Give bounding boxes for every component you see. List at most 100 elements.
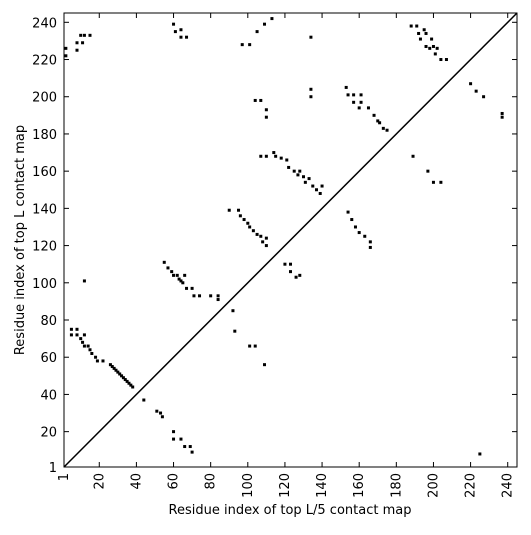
- y-tick-label: 140: [32, 202, 57, 217]
- y-tick-label: 200: [32, 91, 57, 106]
- y-tick-label: 60: [40, 351, 57, 366]
- contact-point: [183, 445, 187, 449]
- contact-point: [311, 184, 315, 188]
- contact-point: [264, 154, 268, 158]
- contact-point: [82, 333, 86, 337]
- contact-point: [209, 294, 213, 298]
- x-tick-label: 100: [241, 473, 256, 498]
- contact-point: [264, 244, 268, 248]
- contact-point: [294, 275, 298, 279]
- contact-point: [155, 409, 159, 413]
- contact-point: [368, 245, 372, 249]
- contact-point: [177, 277, 181, 281]
- contact-point: [183, 273, 187, 277]
- contact-point: [309, 35, 313, 39]
- contact-point: [172, 22, 176, 26]
- x-tick-label: 120: [278, 473, 293, 498]
- contact-point: [253, 344, 257, 348]
- contact-point: [279, 156, 283, 160]
- contact-point: [237, 208, 241, 212]
- contact-point: [188, 445, 192, 449]
- contact-point: [185, 35, 189, 39]
- contact-point: [411, 154, 415, 158]
- contact-point: [75, 327, 79, 331]
- contact-point: [409, 24, 413, 28]
- contact-point: [264, 236, 268, 240]
- x-tick-label: 20: [92, 473, 107, 490]
- y-tick-label: 40: [40, 388, 57, 403]
- contact-point: [112, 366, 116, 370]
- x-tick-label: 180: [389, 473, 404, 498]
- contact-point: [314, 188, 318, 192]
- contact-point: [372, 113, 376, 117]
- contact-point: [246, 221, 250, 225]
- y-tick-label: 180: [32, 128, 57, 143]
- contact-point: [179, 279, 183, 283]
- contact-point: [166, 266, 170, 270]
- contact-point: [263, 363, 267, 367]
- contact-point: [259, 154, 263, 158]
- contact-point: [376, 119, 380, 123]
- contact-point: [82, 344, 86, 348]
- x-tick-label: 160: [352, 473, 367, 498]
- contact-point: [242, 218, 246, 222]
- contact-point: [428, 46, 432, 50]
- contact-point: [238, 214, 242, 218]
- contact-point: [303, 180, 307, 184]
- contact-point: [86, 344, 90, 348]
- contact-point: [352, 93, 356, 97]
- contact-point: [251, 229, 255, 233]
- y-tick-label: 120: [32, 240, 57, 255]
- contact-point: [233, 329, 237, 333]
- x-tick-label: 1: [57, 473, 72, 481]
- contact-point: [125, 379, 129, 383]
- contact-point: [94, 355, 98, 359]
- contact-point: [64, 54, 68, 58]
- contact-point: [309, 95, 313, 99]
- contact-point: [296, 173, 300, 177]
- contact-point: [285, 158, 289, 162]
- contact-point: [110, 365, 114, 369]
- contact-point: [368, 240, 372, 244]
- contact-point: [469, 82, 473, 86]
- contact-point: [190, 286, 194, 290]
- contact-point: [298, 273, 302, 277]
- contact-point: [160, 415, 164, 419]
- contact-point: [121, 376, 125, 380]
- contact-point: [433, 52, 437, 56]
- contact-point: [357, 231, 361, 235]
- contact-point: [172, 273, 176, 277]
- contact-point: [179, 28, 183, 32]
- contact-point: [385, 128, 389, 132]
- contact-point: [287, 165, 291, 169]
- contact-point: [172, 430, 176, 434]
- contact-point: [175, 273, 179, 277]
- contact-point: [439, 58, 443, 62]
- contact-point: [173, 30, 177, 34]
- contact-point: [101, 359, 105, 363]
- x-tick-label: 220: [464, 473, 479, 498]
- y-tick-label: 20: [40, 426, 57, 441]
- contact-point: [444, 58, 448, 62]
- contact-point: [198, 294, 202, 298]
- contact-point: [248, 225, 252, 229]
- contact-point: [131, 385, 135, 389]
- contact-point: [283, 262, 287, 266]
- contact-point: [192, 294, 196, 298]
- contact-point: [264, 115, 268, 119]
- contact-point: [129, 383, 133, 387]
- contact-point: [127, 381, 131, 385]
- contact-point: [289, 262, 292, 266]
- contact-point: [255, 30, 259, 34]
- y-tick-label: 1: [49, 461, 57, 476]
- contact-point: [259, 98, 263, 102]
- y-tick-label: 220: [32, 54, 57, 69]
- contact-point: [159, 411, 163, 415]
- contact-point: [123, 378, 127, 382]
- contact-point: [172, 437, 176, 441]
- y-tick-label: 160: [32, 165, 57, 180]
- contact-point: [426, 169, 430, 173]
- contact-point: [253, 98, 257, 102]
- y-axis-label: Residue index of top L contact map: [13, 125, 28, 355]
- contact-point: [366, 106, 370, 110]
